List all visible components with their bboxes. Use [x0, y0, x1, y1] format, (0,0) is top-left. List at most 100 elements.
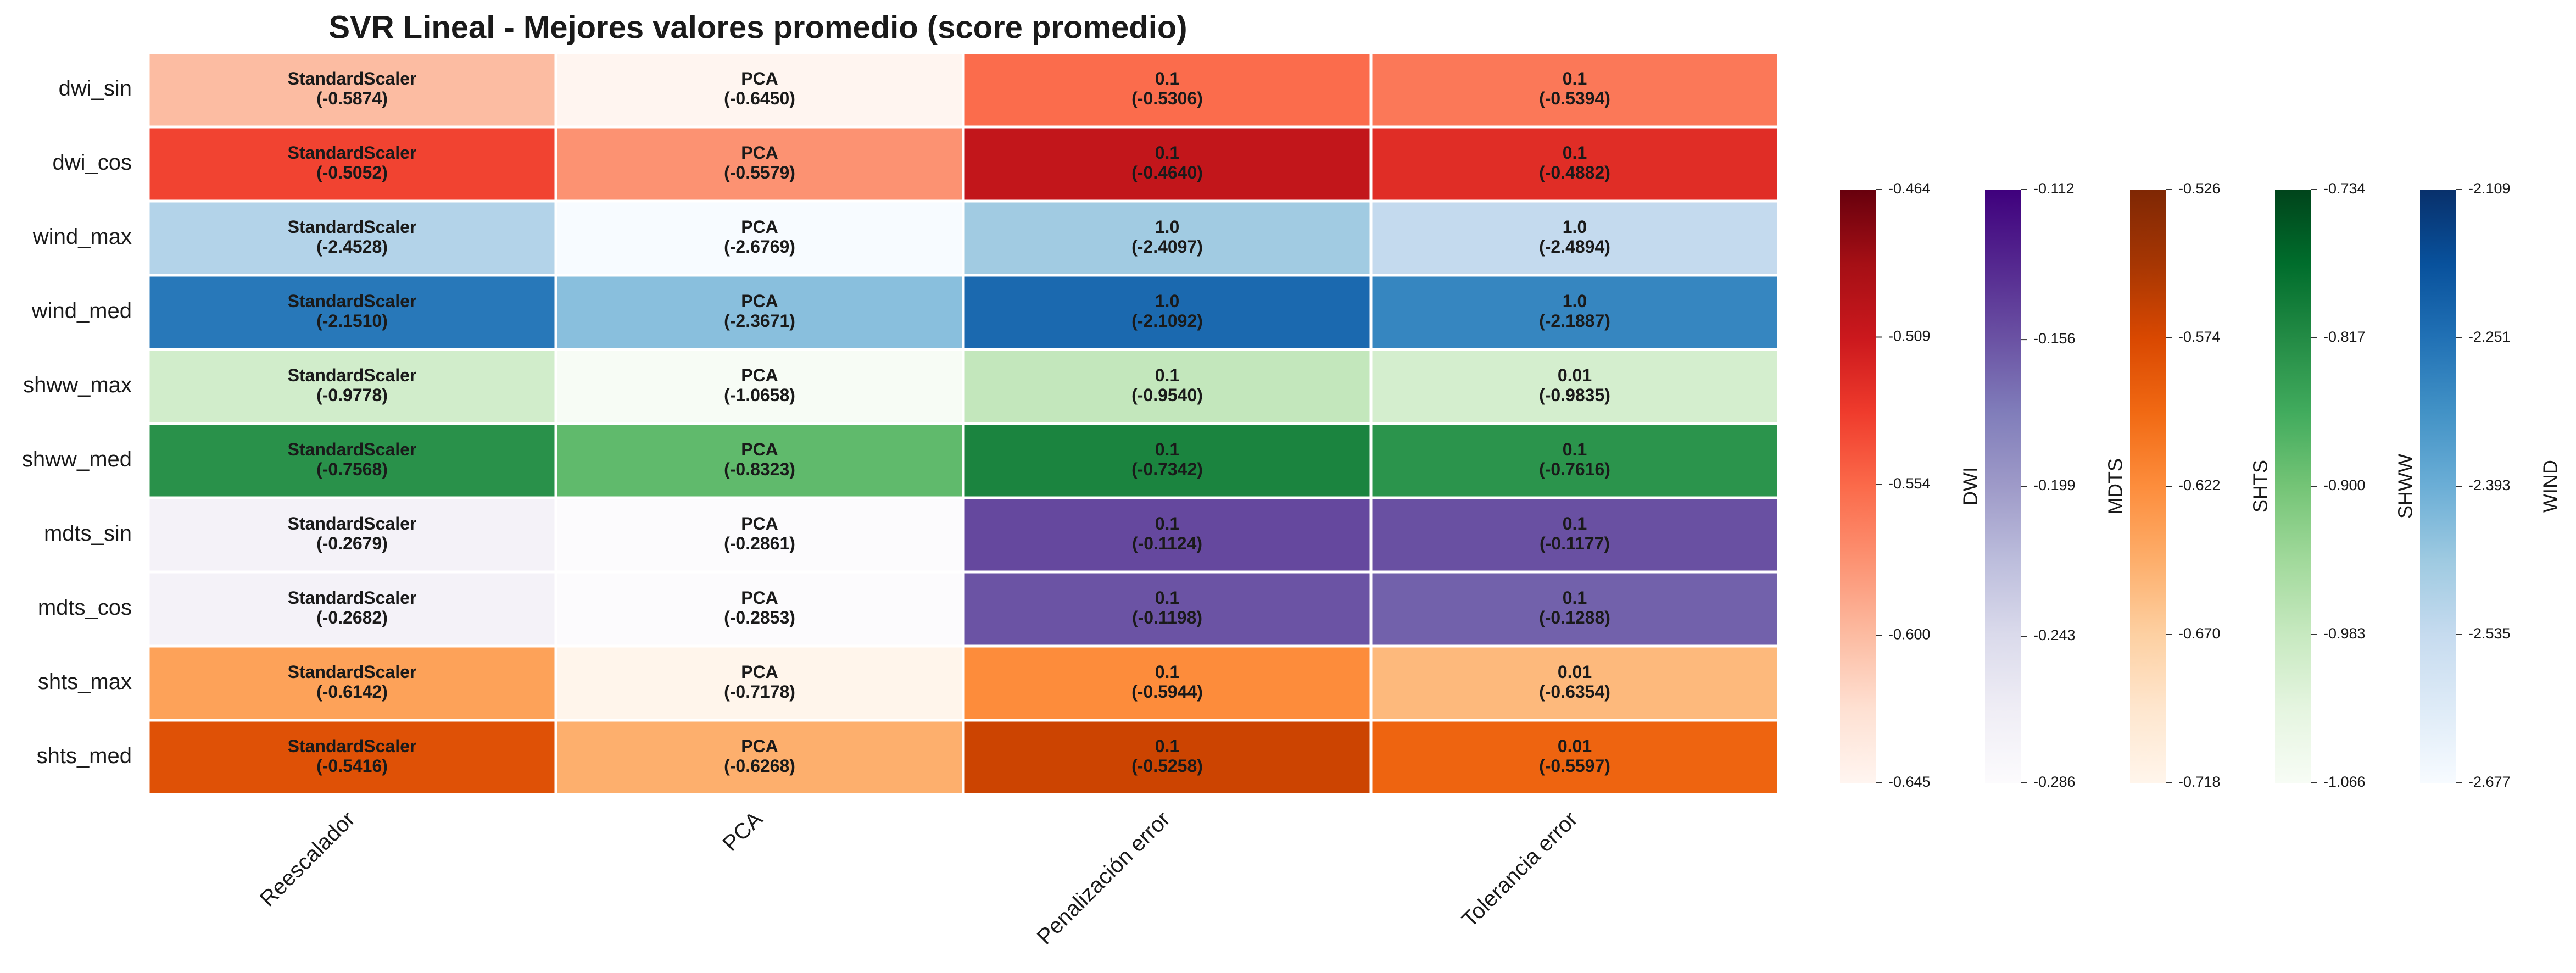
cell-value-label: (-0.6354) [1539, 682, 1610, 702]
cell-label: 1.0 [1563, 217, 1587, 237]
heatmap-cell [1369, 125, 1780, 203]
cell-value-label: (-0.1198) [1132, 608, 1202, 627]
colorbar-tick-label: -0.509 [1888, 328, 1931, 344]
heatmap-cell [1369, 422, 1780, 499]
heatmap-cell [962, 719, 1373, 796]
heatmap-cell [1369, 644, 1780, 722]
cell-label: 0.1 [1155, 662, 1179, 682]
cell-value-label: (-0.6142) [316, 682, 388, 702]
column-label: Reescalador [255, 807, 360, 911]
cell-label: PCA [741, 217, 778, 237]
cell-label: 0.01 [1558, 365, 1592, 385]
cell-value-label: (-0.9540) [1131, 385, 1203, 405]
cell-label: 0.1 [1155, 143, 1179, 163]
cell-label: 0.01 [1558, 662, 1592, 682]
cell-value-label: (-0.5579) [724, 163, 795, 182]
row-label: mdts_sin [44, 521, 132, 546]
cell-value-label: (-0.4882) [1539, 163, 1610, 182]
colorbar-label: SHWW [2394, 454, 2417, 519]
colorbar-tick-label: -0.243 [2033, 627, 2076, 643]
cell-label: PCA [741, 440, 778, 459]
colorbar-tick-label: -0.622 [2178, 477, 2221, 493]
colorbar-tick-label: -0.983 [2323, 625, 2366, 642]
cell-value-label: (-0.5306) [1131, 88, 1203, 108]
cell-label: StandardScaler [288, 736, 417, 756]
colorbar-tick-label: -0.600 [1888, 626, 1931, 643]
cell-label: 1.0 [1155, 217, 1179, 237]
cell-label: 0.1 [1155, 736, 1179, 756]
colorbar-tick-label: -0.526 [2178, 180, 2221, 197]
column-label: PCA [718, 807, 767, 855]
cell-value-label: (-0.2853) [724, 608, 795, 627]
cell-label: 0.01 [1558, 736, 1592, 756]
cell-value-label: (-0.5416) [316, 756, 388, 776]
cell-value-label: (-2.4097) [1131, 237, 1203, 257]
cell-label: 0.1 [1155, 69, 1179, 88]
heatmap-cell [1369, 496, 1780, 574]
column-label: Tolerancia error [1457, 807, 1582, 932]
colorbar-tick-label: -0.464 [1888, 180, 1931, 197]
heatmap-cell [554, 348, 965, 425]
cell-value-label: (-2.6769) [724, 237, 795, 257]
heatmap-cell [147, 348, 557, 425]
column-label: Penalización error [1033, 807, 1175, 949]
cell-label: StandardScaler [288, 69, 417, 88]
cell-value-label: (-0.7342) [1131, 459, 1203, 479]
cell-value-label: (-0.2679) [316, 533, 388, 553]
row-label: dwi_sin [59, 76, 132, 101]
heatmap-cell [554, 199, 965, 277]
cell-value-label: (-0.5944) [1131, 682, 1203, 702]
row-label: shts_max [38, 670, 132, 694]
colorbar-tick-label: -2.677 [2468, 774, 2511, 790]
cell-label: StandardScaler [288, 217, 417, 237]
cell-value-label: (-2.4894) [1539, 237, 1610, 257]
row-label: wind_med [31, 299, 132, 323]
cell-value-label: (-1.0658) [724, 385, 795, 405]
row-label: shts_med [37, 744, 132, 768]
cell-label: 0.1 [1155, 514, 1179, 533]
cell-label: PCA [741, 662, 778, 682]
cell-value-label: (-0.8323) [724, 459, 795, 479]
chart-title: SVR Lineal - Mejores valores promedio (s… [328, 9, 1187, 45]
cell-value-label: (-0.1177) [1540, 533, 1610, 553]
heatmap-cell [1369, 51, 1780, 129]
cell-label: StandardScaler [288, 662, 417, 682]
cell-value-label: (-0.5597) [1539, 756, 1610, 776]
row-label: dwi_cos [52, 151, 132, 175]
colorbar-tick-label: -0.199 [2033, 477, 2076, 493]
colorbar [2275, 190, 2311, 783]
cell-label: 0.1 [1563, 69, 1587, 88]
cell-value-label: (-0.9778) [316, 385, 388, 405]
colorbar-tick-label: -0.554 [1888, 475, 1931, 492]
heatmap-cell [147, 719, 557, 796]
cell-value-label: (-0.7178) [724, 682, 795, 702]
heatmap-cell [554, 719, 965, 796]
cell-label: 0.1 [1563, 440, 1587, 459]
cell-label: PCA [741, 588, 778, 608]
cell-label: PCA [741, 365, 778, 385]
cell-label: PCA [741, 514, 778, 533]
cell-value-label: (-0.6268) [724, 756, 795, 776]
cell-value-label: (-0.5052) [316, 163, 388, 182]
cell-label: 0.1 [1155, 440, 1179, 459]
heatmap-cell [554, 125, 965, 203]
heatmap-cell [1369, 274, 1780, 351]
colorbar-tick-label: -1.066 [2323, 774, 2366, 790]
cell-label: StandardScaler [288, 514, 417, 533]
cell-value-label: (-0.1288) [1539, 608, 1610, 627]
cell-value-label: (-2.3671) [724, 311, 795, 331]
colorbar-tick-label: -0.286 [2033, 774, 2076, 790]
heatmap-cell [962, 51, 1373, 129]
cell-label: 0.1 [1155, 588, 1179, 608]
cell-label: 0.1 [1563, 143, 1587, 163]
colorbar-label: DWI [1959, 467, 1982, 505]
row-label: shww_med [22, 447, 132, 471]
row-label: shww_max [23, 373, 132, 397]
row-label: mdts_cos [38, 596, 132, 620]
cell-label: 0.1 [1563, 588, 1587, 608]
cell-value-label: (-0.5394) [1539, 88, 1610, 108]
cell-label: 0.1 [1155, 365, 1179, 385]
cell-label: 1.0 [1155, 291, 1179, 311]
colorbar [2420, 190, 2456, 783]
